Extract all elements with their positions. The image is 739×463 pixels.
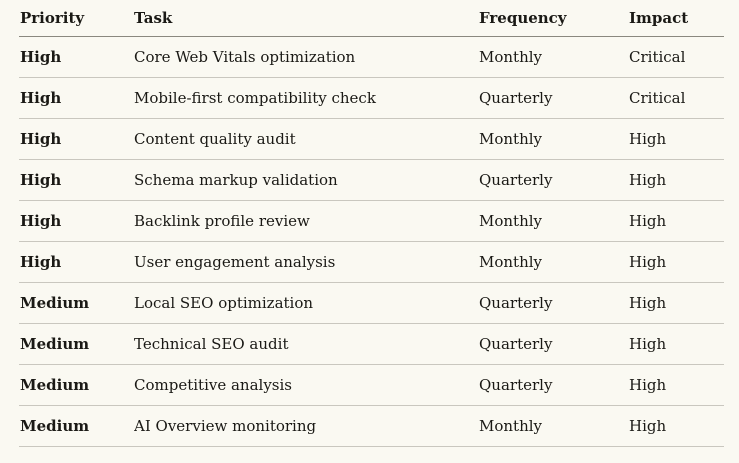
- cell-frequency: Quarterly: [479, 282, 629, 324]
- table-row: High Schema markup validation Quarterly Hig…: [19, 159, 724, 201]
- table-row: High User engagement analysis Monthly High: [19, 241, 724, 283]
- cell-impact: High: [629, 405, 724, 447]
- cell-frequency: Monthly: [479, 405, 629, 447]
- column-header-priority: Priority: [19, 0, 134, 37]
- column-header-impact: Impact: [629, 0, 724, 37]
- table-row: High Content quality audit Monthly High: [19, 118, 724, 160]
- cell-priority: High: [19, 77, 134, 119]
- cell-task: Backlink profile review: [134, 200, 479, 242]
- cell-impact: High: [629, 364, 724, 406]
- cell-impact: High: [629, 200, 724, 242]
- table-row: Medium Local SEO optimization Quarterly Hig…: [19, 282, 724, 324]
- cell-impact: Critical: [629, 77, 724, 119]
- column-header-frequency: Frequency: [479, 0, 629, 37]
- cell-task: User engagement analysis: [134, 241, 479, 283]
- seo-tasks-table: Priority Task Frequency Impact High Core Web…: [19, 0, 724, 447]
- cell-priority: Medium: [19, 323, 134, 365]
- cell-impact: High: [629, 118, 724, 160]
- table-row: High Core Web Vitals optimization Monthly C…: [19, 36, 724, 78]
- table-body: High Core Web Vitals optimization Monthly C…: [19, 36, 724, 447]
- cell-priority: High: [19, 118, 134, 160]
- cell-priority: High: [19, 36, 134, 78]
- cell-priority: Medium: [19, 405, 134, 447]
- table-row: Medium Competitive analysis Quarterly High: [19, 364, 724, 406]
- cell-task: Technical SEO audit: [134, 323, 479, 365]
- cell-impact: High: [629, 323, 724, 365]
- cell-frequency: Monthly: [479, 118, 629, 160]
- cell-frequency: Quarterly: [479, 323, 629, 365]
- cell-task: Core Web Vitals optimization: [134, 36, 479, 78]
- cell-frequency: Quarterly: [479, 77, 629, 119]
- cell-frequency: Quarterly: [479, 159, 629, 201]
- cell-task: Schema markup validation: [134, 159, 479, 201]
- cell-priority: High: [19, 159, 134, 201]
- cell-task: Competitive analysis: [134, 364, 479, 406]
- table-header: Priority Task Frequency Impact: [19, 0, 724, 37]
- cell-impact: High: [629, 159, 724, 201]
- cell-task: Mobile-first compatibility check: [134, 77, 479, 119]
- cell-frequency: Quarterly: [479, 364, 629, 406]
- table-header-row: Priority Task Frequency Impact: [19, 0, 724, 37]
- cell-impact: High: [629, 241, 724, 283]
- cell-frequency: Monthly: [479, 36, 629, 78]
- cell-priority: High: [19, 200, 134, 242]
- cell-frequency: Monthly: [479, 200, 629, 242]
- cell-frequency: Monthly: [479, 241, 629, 283]
- table-row: High Mobile-first compatibility check Quar…: [19, 77, 724, 119]
- cell-task: AI Overview monitoring: [134, 405, 479, 447]
- cell-priority: Medium: [19, 282, 134, 324]
- table-row: Medium AI Overview monitoring Monthly High: [19, 405, 724, 447]
- cell-task: Content quality audit: [134, 118, 479, 160]
- cell-impact: High: [629, 282, 724, 324]
- cell-priority: High: [19, 241, 134, 283]
- cell-task: Local SEO optimization: [134, 282, 479, 324]
- table-row: High Backlink profile review Monthly High: [19, 200, 724, 242]
- table-row: Medium Technical SEO audit Quarterly High: [19, 323, 724, 365]
- column-header-task: Task: [134, 0, 479, 37]
- cell-priority: Medium: [19, 364, 134, 406]
- cell-impact: Critical: [629, 36, 724, 78]
